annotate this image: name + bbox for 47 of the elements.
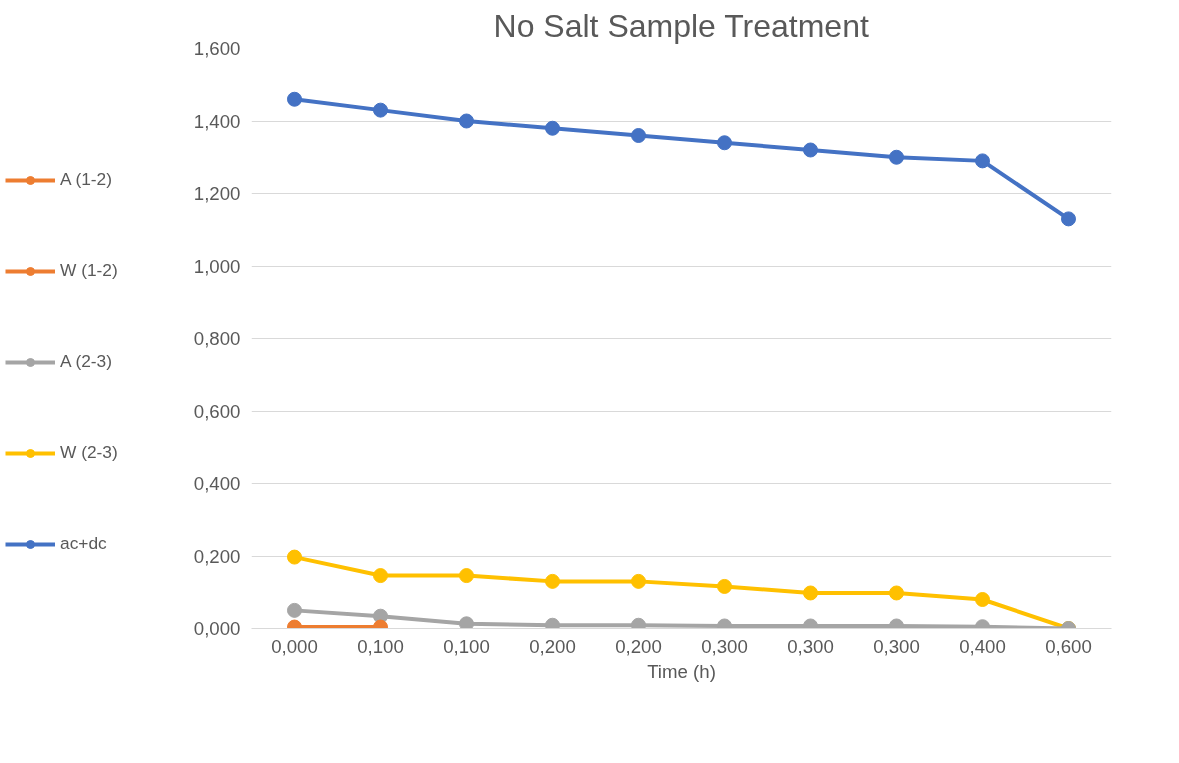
- point: [803, 585, 818, 601]
- legend-label: A (1-2): [60, 169, 113, 190]
- x-tick-label: 0,100: [357, 635, 404, 657]
- point: [373, 568, 388, 584]
- y-tick-label: 0,600: [193, 400, 241, 422]
- legend-label: ac+dc: [60, 533, 107, 554]
- point: [459, 616, 474, 629]
- y-tick-label: 1,400: [193, 110, 241, 132]
- y-tick-label: 1,600: [193, 38, 241, 59]
- point: [373, 102, 388, 118]
- point: [545, 573, 560, 589]
- x-tick-label: 0,300: [701, 635, 748, 657]
- legend-label: W (1-2): [60, 260, 118, 281]
- chart-title: No Salt Sample Treatment: [493, 7, 869, 44]
- point: [287, 91, 302, 107]
- point: [459, 568, 474, 584]
- point: [975, 153, 990, 169]
- point: [459, 113, 474, 129]
- y-tick-label: 0,800: [193, 328, 241, 349]
- x-axis-title: Time (h): [647, 660, 716, 682]
- x-tick-label: 0,300: [873, 635, 920, 657]
- x-tick-label: 0,300: [787, 635, 834, 657]
- point: [975, 592, 990, 607]
- x-tick-label: 0,400: [959, 635, 1006, 657]
- point: [1061, 211, 1076, 227]
- point: [287, 602, 302, 618]
- y-tick-label: 0,200: [193, 545, 241, 567]
- point: [803, 142, 818, 158]
- point: [889, 585, 904, 601]
- point: [889, 149, 904, 165]
- x-tick-label: 0,000: [271, 635, 318, 657]
- point: [717, 578, 732, 594]
- y-tick-label: 1,000: [193, 255, 241, 277]
- point: [631, 128, 646, 143]
- x-tick-label: 0,200: [615, 635, 662, 657]
- x-tick-label: 0,100: [443, 635, 490, 657]
- y-tick-label: 0,400: [193, 473, 241, 494]
- point: [717, 135, 732, 151]
- point: [631, 573, 646, 589]
- point: [287, 549, 302, 565]
- point: [545, 120, 560, 136]
- legend-label: A (2-3): [60, 351, 113, 372]
- x-tick-label: 0,200: [529, 635, 576, 657]
- y-tick-label: 0,000: [193, 618, 241, 639]
- x-tick-label: 0,600: [1045, 635, 1092, 657]
- y-tick-label: 1,200: [193, 183, 241, 204]
- legend-label: W (2-3): [60, 442, 118, 463]
